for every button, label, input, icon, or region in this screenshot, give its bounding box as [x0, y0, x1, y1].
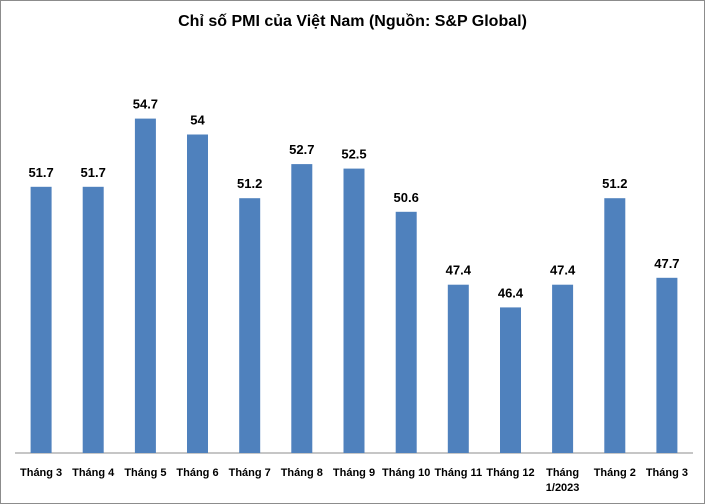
data-label-7: 52.5	[341, 147, 366, 162]
x-tick-label-11: Tháng 1/2023	[546, 467, 580, 494]
bar-1	[30, 186, 52, 454]
data-label-12: 51.2	[602, 176, 627, 191]
bar-8	[395, 211, 417, 453]
x-tick-label-5: Tháng 7	[229, 467, 271, 479]
data-label-5: 51.2	[237, 176, 262, 191]
x-tick-label-7: Tháng 9	[333, 467, 375, 479]
x-tick-label-12: Tháng 2	[594, 467, 636, 479]
bar-6	[291, 164, 313, 453]
x-tick-label-1: Tháng 3	[20, 467, 62, 479]
x-tick-label-3: Tháng 5	[124, 467, 166, 479]
x-tick-label-6: Tháng 8	[281, 467, 323, 479]
bar-11	[552, 284, 574, 453]
data-label-9: 47.4	[446, 263, 472, 278]
x-tick-label-4: Tháng 6	[176, 467, 218, 479]
data-label-1: 51.7	[28, 165, 53, 180]
x-tick-label-2: Tháng 4	[72, 467, 115, 479]
data-label-10: 46.4	[498, 285, 524, 300]
chart-title: Chỉ số PMI của Việt Nam (Nguồn: S&P Glob…	[178, 13, 527, 30]
bar-2	[82, 186, 104, 454]
x-tick-label-10: Tháng 12	[486, 467, 534, 479]
bar-13	[656, 277, 678, 453]
x-tick-label-8: Tháng 10	[382, 467, 430, 479]
bar-10	[500, 307, 521, 453]
x-tick-label-9: Tháng 11	[434, 467, 482, 479]
bar-5	[239, 198, 261, 453]
bar-12	[604, 198, 626, 453]
data-label-11: 47.4	[550, 263, 576, 278]
data-label-2: 51.7	[81, 165, 106, 180]
data-label-8: 50.6	[394, 190, 419, 205]
bar-7	[343, 168, 365, 453]
bar-4	[187, 134, 208, 453]
data-label-6: 52.7	[289, 142, 314, 157]
x-tick-label-13: Tháng 3	[646, 467, 688, 479]
data-label-3: 54.7	[133, 97, 158, 112]
bar-3	[134, 118, 156, 453]
data-label-13: 47.7	[654, 256, 679, 271]
bar-9	[447, 284, 469, 453]
data-label-4: 54	[190, 113, 205, 128]
